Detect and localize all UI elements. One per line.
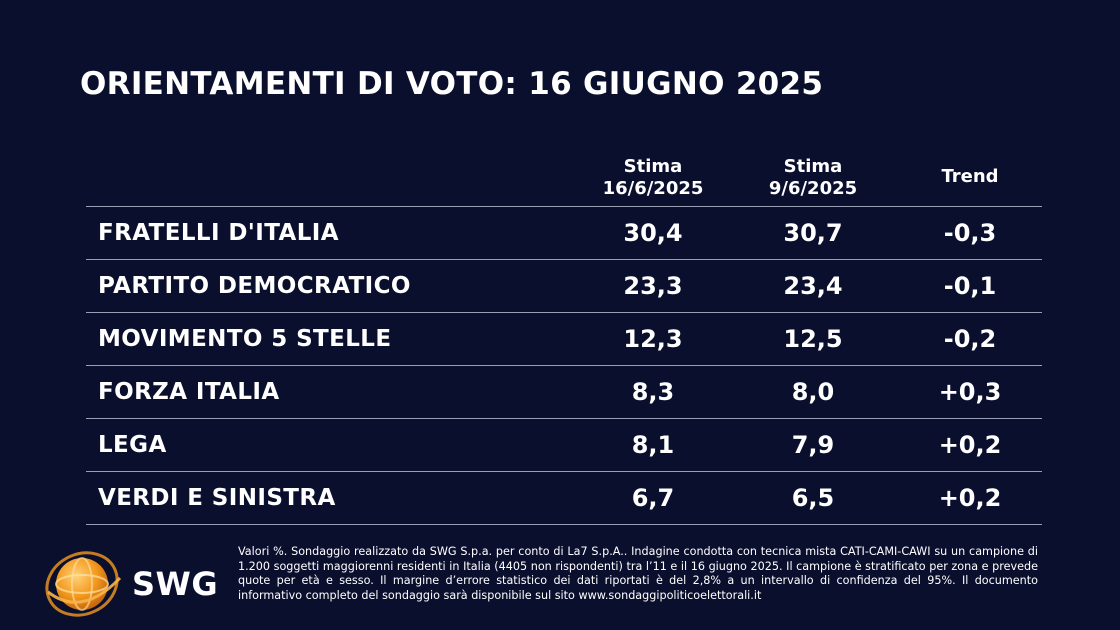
header-line1: Stima <box>623 156 683 177</box>
trend-value: -0,3 <box>898 206 1042 260</box>
party-name: VERDI E SINISTRA <box>86 471 578 525</box>
table-row: PARTITO DEMOCRATICO 23,3 23,4 -0,1 <box>86 259 1042 313</box>
party-name: MOVIMENTO 5 STELLE <box>86 312 578 366</box>
swg-logo: SWG <box>42 548 218 620</box>
table-row: MOVIMENTO 5 STELLE 12,3 12,5 -0,2 <box>86 312 1042 366</box>
table-row: FORZA ITALIA 8,3 8,0 +0,3 <box>86 365 1042 419</box>
header-line2: 16/6/2025 <box>602 178 704 199</box>
stima-9-6-value: 12,5 <box>728 312 898 366</box>
logo-text: SWG <box>132 565 219 603</box>
trend-value: -0,1 <box>898 259 1042 313</box>
table-header-row: Stima 16/6/2025 Stima 9/6/2025 Trend <box>86 130 1042 207</box>
swg-globe-icon <box>45 551 122 617</box>
stima-9-6-value: 30,7 <box>728 206 898 260</box>
stima-9-6-value: 6,5 <box>728 471 898 525</box>
trend-value: +0,2 <box>898 418 1042 472</box>
header-line1: Stima <box>783 156 843 177</box>
methodology-footnote: Valori %. Sondaggio realizzato da SWG S.… <box>238 545 1038 602</box>
header-stima-16-6: Stima 16/6/2025 <box>578 130 728 207</box>
trend-value: +0,2 <box>898 471 1042 525</box>
party-name: PARTITO DEMOCRATICO <box>86 259 578 313</box>
stima-16-6-value: 6,7 <box>578 471 728 525</box>
header-party <box>86 130 578 207</box>
table-row: VERDI E SINISTRA 6,7 6,5 +0,2 <box>86 471 1042 525</box>
poll-table: Stima 16/6/2025 Stima 9/6/2025 Trend FRA… <box>86 130 1042 525</box>
table-row: LEGA 8,1 7,9 +0,2 <box>86 418 1042 472</box>
stima-9-6-value: 8,0 <box>728 365 898 419</box>
header-line2: 9/6/2025 <box>768 178 858 199</box>
party-name: FORZA ITALIA <box>86 365 578 419</box>
stima-9-6-value: 7,9 <box>728 418 898 472</box>
stima-16-6-value: 8,1 <box>578 418 728 472</box>
table-row: FRATELLI D'ITALIA 30,4 30,7 -0,3 <box>86 206 1042 260</box>
stima-16-6-value: 23,3 <box>578 259 728 313</box>
page-title: ORIENTAMENTI DI VOTO: 16 GIUGNO 2025 <box>80 66 824 102</box>
stima-9-6-value: 23,4 <box>728 259 898 313</box>
trend-value: +0,3 <box>898 365 1042 419</box>
stima-16-6-value: 12,3 <box>578 312 728 366</box>
party-name: LEGA <box>86 418 578 472</box>
stima-16-6-value: 8,3 <box>578 365 728 419</box>
header-line1: Trend <box>941 166 999 187</box>
trend-value: -0,2 <box>898 312 1042 366</box>
header-stima-9-6: Stima 9/6/2025 <box>728 130 898 207</box>
header-trend: Trend <box>898 130 1042 207</box>
party-name: FRATELLI D'ITALIA <box>86 206 578 260</box>
stima-16-6-value: 30,4 <box>578 206 728 260</box>
